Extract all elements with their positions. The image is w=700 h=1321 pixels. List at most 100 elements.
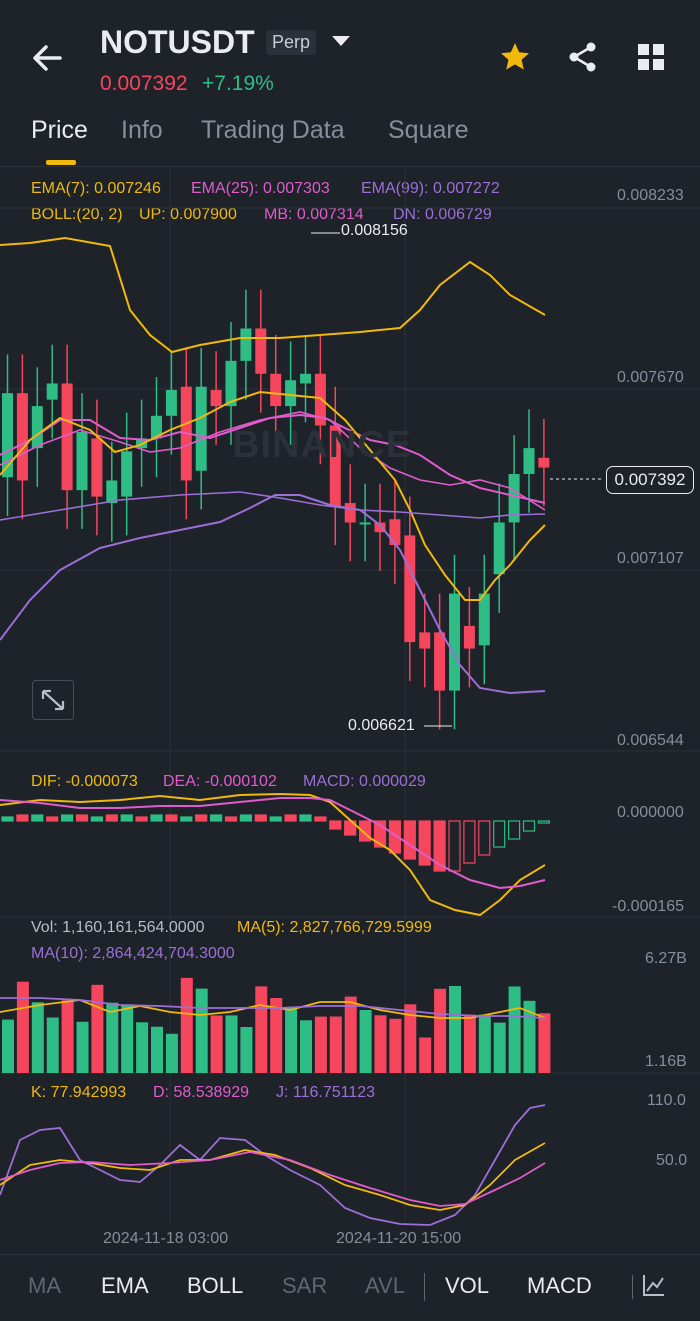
candle-body bbox=[61, 383, 73, 491]
boll-up-legend: UP: 0.007900 bbox=[139, 206, 237, 223]
tab-trading-data[interactable]: Trading Data bbox=[201, 116, 345, 144]
volume-bar bbox=[508, 986, 521, 1073]
candle-body bbox=[404, 535, 416, 643]
volume-bar bbox=[493, 1022, 506, 1073]
macd-bar bbox=[180, 816, 193, 822]
kdj-j-legend: J: 116.751123 bbox=[276, 1084, 376, 1101]
tab-bar: Price Info Trading Data Square bbox=[0, 110, 700, 167]
volume-bar bbox=[240, 1027, 253, 1073]
symbol-dropdown-icon[interactable] bbox=[330, 32, 352, 50]
price-axis-label: 0.008233 bbox=[617, 187, 684, 204]
volume-bar bbox=[195, 988, 208, 1073]
macd-bar bbox=[508, 820, 521, 840]
toolbar-divider bbox=[632, 1275, 633, 1299]
candle-body bbox=[359, 522, 371, 525]
candle-body bbox=[434, 632, 446, 691]
macd-bar bbox=[463, 820, 476, 864]
tab-square[interactable]: Square bbox=[388, 116, 469, 144]
macd-bar bbox=[373, 820, 387, 848]
macd-bar bbox=[31, 814, 44, 822]
share-icon[interactable] bbox=[566, 40, 600, 74]
volume-bar bbox=[478, 1014, 491, 1073]
macd-bar bbox=[195, 814, 208, 822]
indicator-macd-button[interactable]: MACD bbox=[527, 1273, 592, 1298]
candle-body bbox=[240, 328, 252, 361]
macd-bar bbox=[210, 814, 223, 822]
volume-bar bbox=[46, 1017, 59, 1073]
candle-body bbox=[538, 457, 550, 468]
chart-canvas[interactable] bbox=[0, 0, 700, 1254]
price-change-percent: +7.19% bbox=[202, 72, 274, 95]
macd-value-legend: MACD: 0.000029 bbox=[303, 773, 426, 790]
indicator-boll-button[interactable]: BOLL bbox=[187, 1273, 244, 1298]
indicator-vol-button[interactable]: VOL bbox=[445, 1273, 490, 1298]
candle-body bbox=[508, 473, 520, 523]
indicator-ma-button[interactable]: MA bbox=[28, 1273, 61, 1298]
fullscreen-icon[interactable] bbox=[32, 680, 74, 720]
volume-bar bbox=[151, 1026, 163, 1073]
binance-watermark: BINANCE bbox=[232, 424, 413, 466]
volume-bar bbox=[389, 1018, 402, 1073]
contract-type-badge: Perp bbox=[266, 30, 317, 55]
volume-bar bbox=[255, 986, 268, 1073]
tab-price[interactable]: Price bbox=[31, 116, 88, 144]
back-arrow-icon[interactable] bbox=[28, 38, 68, 78]
symbol-title[interactable]: NOTUSDT bbox=[100, 24, 255, 60]
macd-bar bbox=[359, 820, 372, 842]
volume-bar bbox=[329, 1016, 342, 1073]
indicator-avl-button[interactable]: AVL bbox=[365, 1273, 405, 1298]
grid-menu-icon[interactable] bbox=[634, 40, 668, 74]
candle-body bbox=[523, 448, 535, 474]
vol-ma5-legend: MA(5): 2,827,766,729.5999 bbox=[237, 919, 432, 936]
boll-upper-line bbox=[0, 236, 546, 354]
macd-bar bbox=[329, 820, 342, 830]
macd-bar bbox=[493, 820, 506, 848]
macd-bar bbox=[120, 814, 133, 822]
volume-bar bbox=[136, 1022, 149, 1073]
tab-info[interactable]: Info bbox=[121, 116, 163, 144]
boll-legend: BOLL:(20, 2) bbox=[31, 206, 123, 223]
volume-bar bbox=[404, 1004, 417, 1073]
volume-bar bbox=[210, 1015, 223, 1073]
volume-bar bbox=[344, 996, 357, 1073]
chart-settings-icon[interactable] bbox=[642, 1273, 666, 1297]
indicator-ema-button[interactable]: EMA bbox=[101, 1273, 149, 1298]
volume-bar bbox=[463, 1014, 476, 1073]
volume-bar bbox=[285, 1007, 298, 1073]
macd-dea-line bbox=[0, 797, 546, 890]
macd-bar bbox=[448, 820, 461, 872]
macd-dea-legend: DEA: -0.000102 bbox=[163, 773, 277, 790]
macd-bar bbox=[75, 814, 89, 822]
candle-body bbox=[419, 632, 431, 649]
kdj-k-line bbox=[0, 1142, 546, 1211]
candle-body bbox=[344, 503, 356, 523]
candle-body bbox=[195, 386, 207, 471]
candle-body bbox=[106, 480, 118, 504]
candle-body bbox=[285, 380, 297, 407]
macd-bar bbox=[522, 820, 536, 832]
volume-bar bbox=[225, 1015, 238, 1073]
boll-lower-line bbox=[0, 491, 546, 521]
kdj-d-legend: D: 58.538929 bbox=[153, 1084, 250, 1101]
macd-bar bbox=[284, 814, 297, 822]
vol-ma10-legend: MA(10): 2,864,424,704.3000 bbox=[31, 945, 235, 962]
macd-bar bbox=[403, 820, 416, 860]
toolbar-divider bbox=[424, 1273, 425, 1301]
candle-body bbox=[2, 393, 13, 478]
boll-mid-line bbox=[0, 413, 546, 504]
candle-body bbox=[300, 373, 311, 384]
ema25-line bbox=[0, 411, 546, 511]
macd-bar bbox=[165, 814, 178, 822]
vol-ma5-line bbox=[0, 999, 546, 1019]
candle-body bbox=[374, 522, 386, 533]
macd-bar bbox=[388, 820, 401, 854]
time-axis-label: 2024-11-18 03:00 bbox=[103, 1230, 229, 1247]
macd-dif-legend: DIF: -0.000073 bbox=[31, 773, 138, 790]
favorite-star-icon[interactable] bbox=[498, 40, 532, 74]
candle-body bbox=[463, 625, 475, 649]
candle-body bbox=[389, 519, 401, 546]
macd-bar bbox=[433, 820, 446, 872]
volume-bar bbox=[449, 986, 461, 1073]
indicator-sar-button[interactable]: SAR bbox=[282, 1273, 328, 1298]
candle-body bbox=[76, 431, 88, 491]
